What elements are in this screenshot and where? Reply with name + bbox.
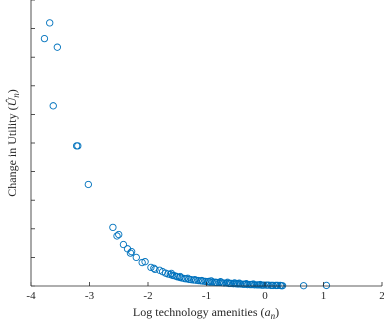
data-point — [126, 249, 135, 257]
data-point — [113, 232, 121, 240]
data-point — [212, 278, 220, 286]
data-point — [141, 258, 149, 266]
data-point — [216, 278, 225, 286]
x-tick-label: -3 — [85, 290, 95, 302]
data-point — [147, 263, 155, 272]
data-point — [127, 248, 136, 256]
x-ticks: -4 -3 -2 -1 0 1 2 — [26, 282, 384, 302]
data-point — [151, 265, 159, 274]
y-axis-label-main: Change in Utility ( — [5, 106, 19, 196]
x-tick-label: -2 — [143, 290, 152, 302]
x-axis-label: Log technology amenities (an) — [133, 305, 279, 321]
x-axis-label-close: ) — [275, 305, 279, 319]
data-point — [84, 180, 92, 189]
data-point — [194, 276, 202, 285]
y-axis-label: Change in Utility (Ûn) — [5, 89, 21, 197]
y-ticks — [31, 0, 35, 287]
data-points — [40, 19, 331, 290]
data-point — [40, 34, 49, 43]
y-axis-label-close: ) — [5, 89, 19, 93]
data-point — [167, 269, 176, 278]
data-point — [109, 223, 117, 232]
data-point — [201, 277, 209, 286]
data-point — [256, 280, 264, 289]
data-point — [49, 102, 57, 110]
data-point — [191, 276, 199, 284]
data-point — [223, 278, 232, 286]
data-point — [242, 280, 250, 288]
data-point — [46, 19, 54, 27]
data-point — [184, 274, 192, 282]
x-axis-label-sub: n — [271, 311, 276, 321]
y-axis-label-sub: n — [11, 93, 21, 98]
data-point — [132, 253, 140, 262]
data-point — [74, 142, 82, 150]
data-point — [263, 281, 271, 289]
data-point — [138, 258, 146, 267]
data-point — [53, 43, 61, 51]
data-point — [208, 278, 217, 286]
data-point — [322, 281, 331, 290]
x-tick-label: 0 — [262, 290, 268, 302]
data-point — [249, 280, 257, 288]
data-point — [268, 281, 276, 290]
data-point — [254, 281, 262, 289]
data-point — [185, 275, 193, 284]
x-tick-label: -1 — [202, 290, 211, 302]
data-point — [243, 280, 252, 289]
x-tick-label: 2 — [379, 290, 384, 302]
y-axis-label-var: Û — [5, 96, 19, 106]
data-point — [115, 230, 123, 239]
data-point — [250, 281, 259, 289]
data-point — [207, 277, 215, 285]
data-point — [176, 272, 184, 281]
x-axis-label-var: a — [265, 305, 271, 319]
data-point — [119, 240, 128, 249]
x-tick-label: 1 — [321, 290, 327, 302]
data-point — [273, 281, 281, 290]
x-tick-label: -4 — [26, 290, 36, 302]
x-axis-label-main: Log technology amenities ( — [133, 305, 265, 319]
data-point — [187, 276, 195, 284]
axes — [30, 0, 382, 287]
data-point — [198, 276, 206, 285]
